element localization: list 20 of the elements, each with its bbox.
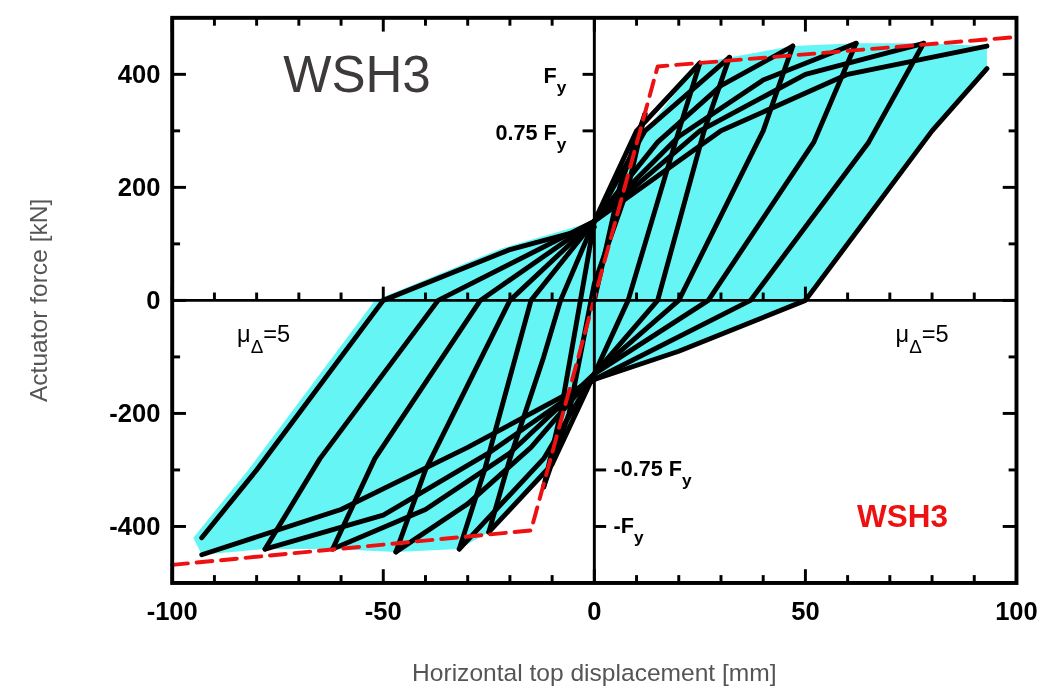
y-tick-label: -200 — [109, 399, 161, 428]
y-axis-title: Actuator force [kN] — [25, 198, 53, 403]
x-tick-label: -100 — [146, 597, 198, 626]
x-tick-label: 100 — [995, 597, 1038, 626]
annotation: μ$_{Δ}$=5 — [237, 321, 291, 357]
x-tick-label: -50 — [364, 597, 402, 626]
annotation: μ$_{Δ}$=5 — [895, 321, 949, 357]
x-tick-label: 0 — [587, 597, 602, 626]
x-tick-label: 50 — [791, 597, 820, 626]
annotation: -F$_{y}$ — [613, 512, 644, 547]
annotation: WSH3 — [857, 498, 948, 534]
annotation: WSH3 — [283, 45, 431, 103]
y-tick-label: 400 — [117, 60, 161, 89]
annotation: 0.75 F$_{y}$ — [495, 119, 567, 154]
x-axis-title: Horizontal top displacement [mm] — [412, 659, 777, 687]
annotation: -0.75 F$_{y}$ — [613, 455, 692, 490]
y-tick-label: 0 — [146, 286, 161, 315]
y-tick-label: 200 — [117, 173, 161, 202]
annotation: F$_{y}$ — [543, 62, 567, 97]
y-tick-label: -400 — [109, 512, 161, 541]
